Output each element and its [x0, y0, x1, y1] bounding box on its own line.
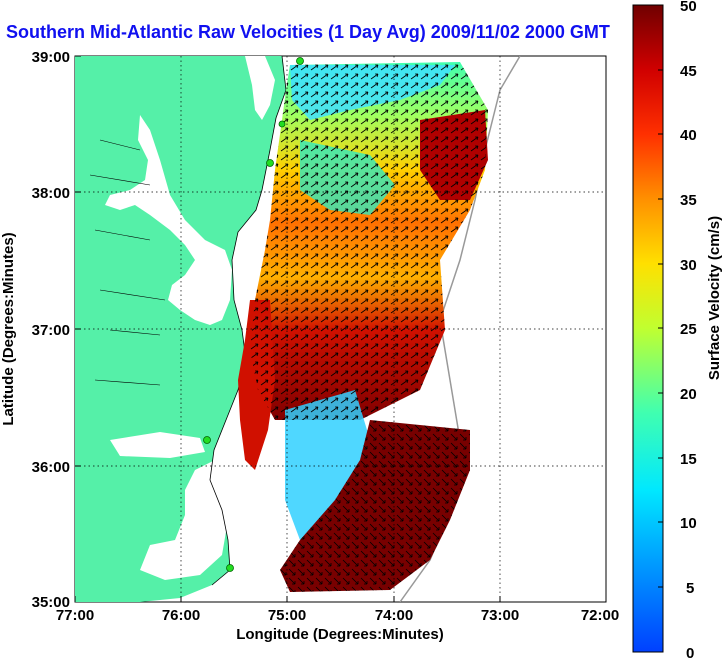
grid-lines	[75, 56, 606, 602]
cbar-tick-0: 0	[686, 645, 694, 659]
x-axis-label: Longitude (Degrees:Minutes)	[236, 626, 444, 643]
x-tick-4: 73:00	[481, 607, 519, 624]
pamlico-sound	[140, 460, 228, 580]
y-tick-3: 36:00	[32, 459, 70, 476]
cyan-patch-south	[285, 390, 370, 540]
velocity-arrows	[250, 62, 488, 420]
station-delaware	[266, 159, 274, 167]
y-tick-0: 39:00	[32, 49, 70, 66]
cbar-tick-20: 20	[680, 386, 697, 403]
cbar-tick-40: 40	[680, 127, 697, 144]
station-hatteras-north	[203, 436, 211, 444]
y-tick-4: 35:00	[32, 594, 70, 611]
coastline	[209, 56, 287, 586]
y-axis-label: Latitude (Degrees:Minutes)	[0, 232, 17, 425]
y-tick-2: 37:00	[32, 322, 70, 339]
x-tick-0: 77:00	[56, 607, 94, 624]
colorbar	[632, 4, 664, 653]
x-tick-2: 75:00	[268, 607, 306, 624]
cbar-tick-25: 25	[680, 321, 697, 338]
x-tick-3: 74:00	[375, 607, 413, 624]
station-hatteras-south	[226, 564, 234, 572]
delaware-bay	[245, 56, 275, 120]
map-title: Southern Mid-Atlantic Raw Velocities (1 …	[6, 22, 610, 42]
cbar-tick-10: 10	[680, 515, 697, 532]
cbar-tick-45: 45	[680, 63, 697, 80]
cbar-tick-5: 5	[686, 580, 694, 597]
colorbar-ticks	[658, 4, 663, 653]
chesapeake-bay	[105, 115, 232, 325]
x-tick-1: 76:00	[162, 607, 200, 624]
y-tick-1: 38:00	[32, 185, 70, 202]
cbar-tick-30: 30	[680, 257, 697, 274]
colorbar-label: Surface Velocity (cm/s)	[706, 216, 723, 380]
station-nc	[278, 120, 286, 128]
tick-marks	[74, 55, 607, 602]
station-north	[296, 57, 304, 65]
cbar-tick-15: 15	[680, 451, 697, 468]
x-tick-5: 72:00	[581, 607, 619, 624]
rivers	[89, 139, 166, 386]
velocity-arrows-south	[280, 420, 470, 592]
cbar-tick-35: 35	[680, 192, 697, 209]
cbar-tick-50: 50	[680, 0, 697, 15]
